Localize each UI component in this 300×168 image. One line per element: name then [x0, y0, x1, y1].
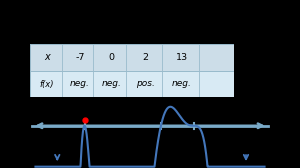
Text: neg.: neg. [102, 79, 122, 89]
Text: 2: 2 [142, 53, 148, 62]
Text: 13: 13 [176, 53, 188, 62]
Text: f(x): f(x) [39, 79, 54, 89]
Bar [30, 44, 234, 71]
Text: : Sketch the graph of: : Sketch the graph of [138, 2, 241, 12]
Text: neg.: neg. [172, 79, 192, 89]
Text: pos.: pos. [136, 79, 154, 89]
Text: 1: 1 [158, 134, 164, 144]
Text: 0: 0 [109, 53, 115, 62]
Bar [30, 71, 234, 97]
Text: neg.: neg. [70, 79, 90, 89]
Text: $f(x) = -3(x+6)^2(x-1)(x-4)^3$: $f(x) = -3(x+6)^2(x-1)(x-4)^3$ [65, 25, 235, 42]
Text: -6: -6 [80, 134, 90, 144]
Text: -7: -7 [75, 53, 85, 62]
Text: Example: Example [92, 2, 138, 12]
Text: 4: 4 [190, 134, 197, 144]
Text: x: x [44, 52, 50, 62]
